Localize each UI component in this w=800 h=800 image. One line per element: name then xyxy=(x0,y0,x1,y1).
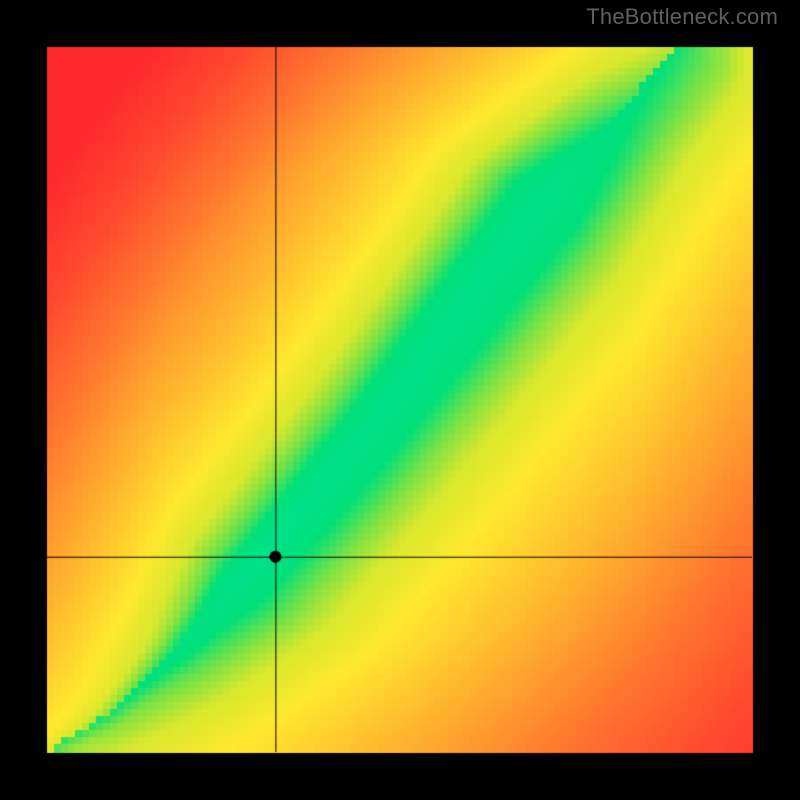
chart-container: TheBottleneck.com xyxy=(0,0,800,800)
bottleneck-heatmap-canvas xyxy=(0,0,800,800)
